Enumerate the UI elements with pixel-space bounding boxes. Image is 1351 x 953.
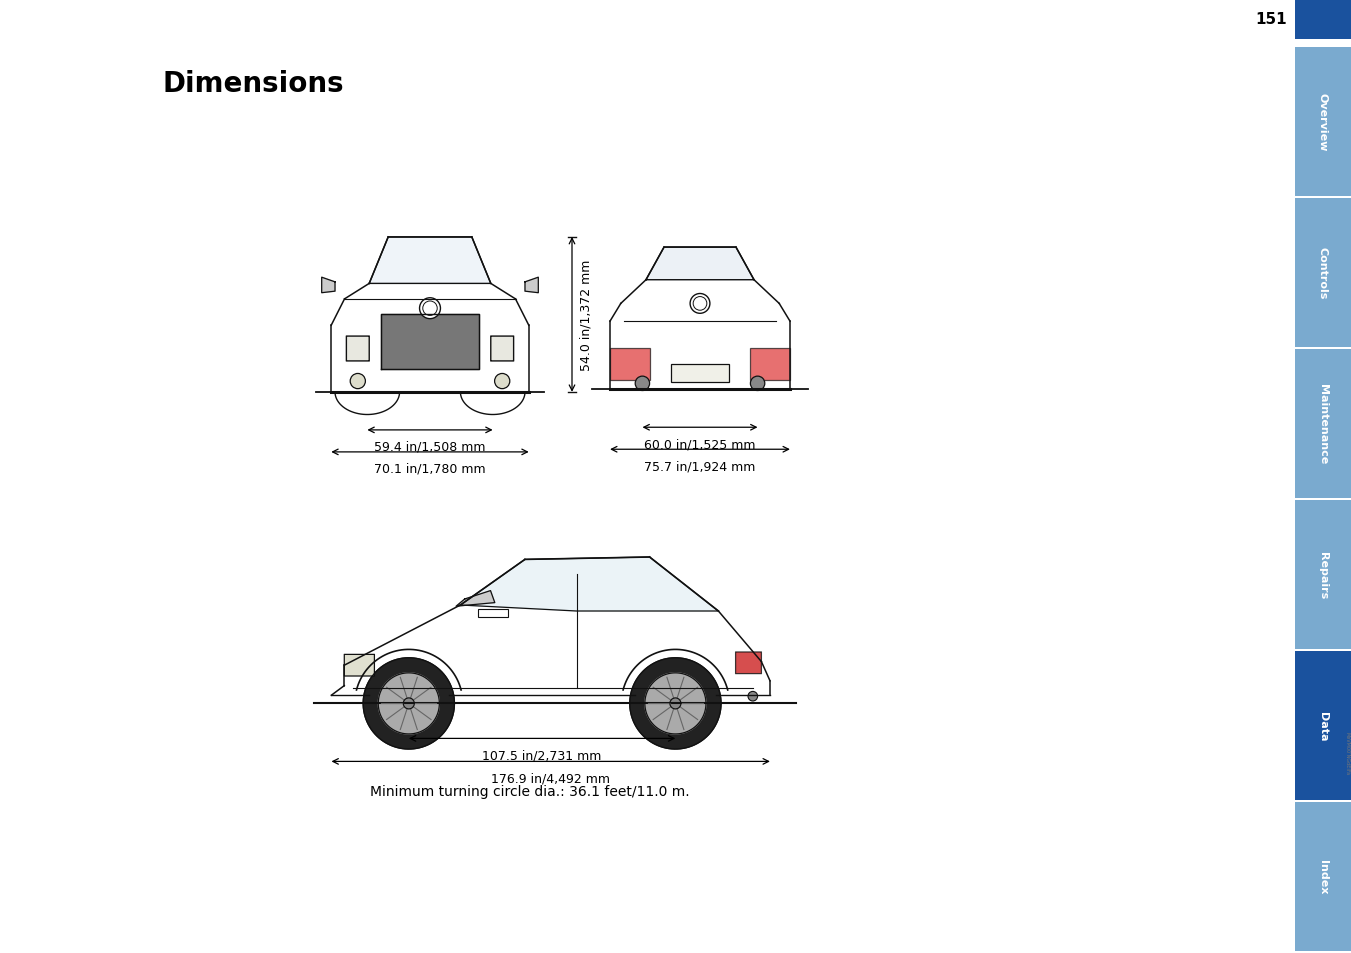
Bar [750,349,790,381]
Bar [1296,48,1351,196]
FancyBboxPatch shape [490,336,513,361]
Polygon shape [457,591,494,606]
Polygon shape [644,673,707,734]
Text: 60.0 in/1,525 mm: 60.0 in/1,525 mm [644,437,755,451]
Circle shape [690,294,709,314]
FancyBboxPatch shape [345,655,374,677]
Text: Repairs: Repairs [1319,551,1328,598]
Text: 75.7 in/1,924 mm: 75.7 in/1,924 mm [644,459,755,473]
Polygon shape [404,699,415,709]
Text: MéVM00’NGdEIFá: MéVM00’NGdEIFá [1344,732,1350,775]
Polygon shape [369,237,490,284]
Polygon shape [322,278,335,294]
Circle shape [635,376,650,391]
Text: 107.5 in/2,731 mm: 107.5 in/2,731 mm [482,749,601,761]
Bar [611,349,650,381]
Polygon shape [381,315,480,369]
Text: Overview: Overview [1319,93,1328,152]
Bar [1296,199,1351,348]
Text: 151: 151 [1255,12,1288,28]
Circle shape [748,692,758,701]
Text: Data: Data [1319,711,1328,740]
Circle shape [350,375,365,389]
Text: 176.9 in/4,492 mm: 176.9 in/4,492 mm [492,772,611,784]
Polygon shape [363,659,454,749]
Polygon shape [670,699,681,709]
Polygon shape [526,278,538,294]
Polygon shape [461,558,719,612]
Text: 59.4 in/1,508 mm: 59.4 in/1,508 mm [374,440,486,454]
Circle shape [494,375,509,389]
Text: Dimensions: Dimensions [162,70,343,98]
Bar [671,365,728,382]
Circle shape [420,298,440,319]
Text: 70.1 in/1,780 mm: 70.1 in/1,780 mm [374,462,486,476]
Bar [1296,802,1351,951]
Text: 54.0 in/1,372 mm: 54.0 in/1,372 mm [580,259,592,371]
Polygon shape [646,248,754,280]
Circle shape [750,376,765,391]
Text: Minimum turning circle dia.: 36.1 feet/11.0 m.: Minimum turning circle dia.: 36.1 feet/1… [370,784,690,799]
Text: Controls: Controls [1319,247,1328,299]
Text: Maintenance: Maintenance [1319,384,1328,464]
Polygon shape [630,659,721,749]
Bar [1296,0,1351,40]
FancyBboxPatch shape [346,336,369,361]
Bar [1296,651,1351,801]
Bar [1296,350,1351,498]
Bar [1296,500,1351,649]
Text: Index: Index [1319,860,1328,894]
FancyBboxPatch shape [735,652,762,674]
Bar [478,609,508,618]
Polygon shape [378,673,439,734]
